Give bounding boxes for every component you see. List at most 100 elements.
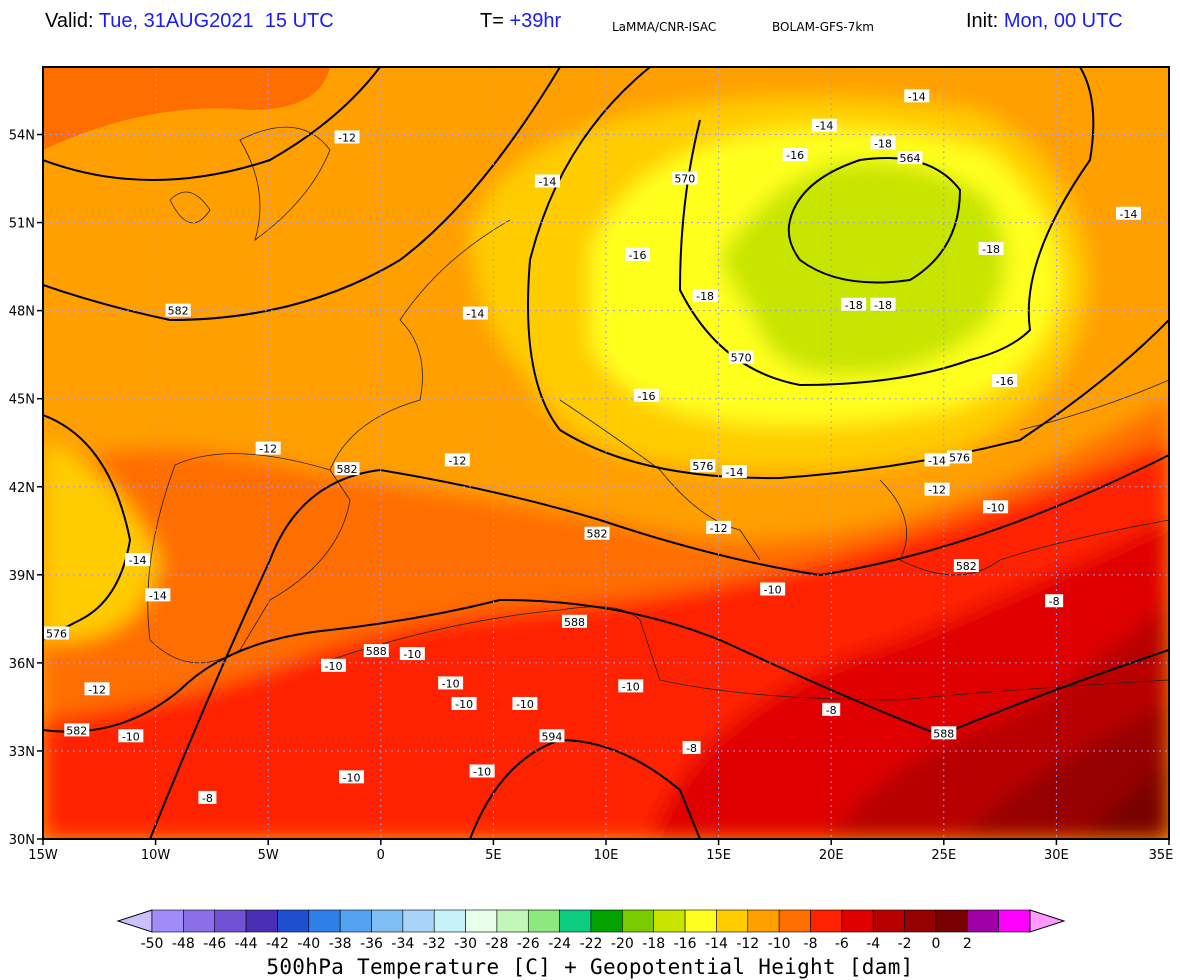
colorbar-swatch [935, 909, 968, 933]
contour-label: 576 [690, 459, 716, 473]
temperature-label: -10 [469, 764, 495, 778]
svg-text:582: 582 [956, 560, 977, 573]
temperature-field [43, 67, 1169, 839]
svg-text:588: 588 [366, 645, 387, 658]
contour-label: 564 [897, 150, 923, 165]
colorbar-swatch [402, 909, 435, 933]
colorbar-tick-label: 0 [931, 936, 940, 952]
colorbar-swatch [183, 909, 216, 933]
temperature-label: -16 [992, 374, 1018, 388]
svg-text:-16: -16 [629, 249, 647, 262]
svg-text:-12: -12 [448, 454, 466, 467]
svg-text:-14: -14 [466, 308, 484, 321]
contour-label: 582 [64, 723, 90, 737]
colorbar-swatch [778, 909, 811, 933]
contour-label: 582 [165, 303, 191, 318]
svg-text:-18: -18 [874, 137, 892, 150]
temperature-label: -8 [682, 741, 701, 755]
temperature-label: -14 [1115, 206, 1141, 221]
contour-label: 576 [44, 626, 70, 641]
svg-text:-10: -10 [987, 501, 1005, 514]
colorbar-tick-label: -36 [360, 936, 383, 952]
lat-tick-label: 48N [9, 305, 35, 320]
colorbar-max-arrow [1029, 909, 1066, 933]
temperature-label: -14 [145, 588, 171, 602]
svg-text:-18: -18 [982, 243, 1000, 256]
contour-label: 582 [584, 526, 610, 541]
svg-text:576: 576 [692, 460, 713, 473]
colorbar-swatch [590, 909, 623, 933]
svg-text:-18: -18 [845, 299, 863, 312]
svg-text:-10: -10 [455, 698, 473, 711]
contour-label: 570 [672, 171, 698, 186]
colorbar-tick-label: -38 [329, 936, 352, 952]
svg-text:588: 588 [933, 727, 954, 740]
svg-text:-14: -14 [725, 466, 743, 479]
forecast-step: T= +39hr [480, 10, 561, 33]
temperature-label: -14 [721, 465, 747, 479]
lon-tick-label: 10W [141, 848, 171, 863]
svg-text:-12: -12 [259, 443, 277, 456]
svg-text:-16: -16 [638, 390, 656, 403]
colorbar: -50 -48 -46 -44 -42 -40 -38 -36 -34 -32 -30 -28 -26-… [116, 909, 1066, 952]
t-label: T= [480, 10, 504, 32]
svg-text:582: 582 [586, 528, 607, 541]
colorbar-title: 500hPa Temperature [C] + Geopotential He… [266, 955, 914, 979]
colorbar-tick-label: -48 [172, 936, 195, 952]
lat-tick-label: 39N [9, 569, 35, 584]
svg-text:-16: -16 [996, 375, 1014, 388]
temperature-label: -16 [782, 148, 808, 162]
valid-label: Valid: [45, 10, 94, 32]
colorbar-swatch [904, 909, 937, 933]
colorbar-swatch [339, 909, 372, 933]
svg-text:594: 594 [541, 730, 562, 743]
temperature-label: -16 [634, 388, 660, 403]
temperature-label: -12 [706, 520, 732, 535]
colorbar-tick-label: -34 [391, 936, 414, 952]
colorbar-tick-label: -4 [866, 936, 880, 952]
lat-tick-label: 51N [9, 217, 35, 232]
colorbar-swatch [496, 909, 529, 933]
colorbar-tick-label: -40 [297, 936, 320, 952]
colorbar-swatch [465, 909, 498, 933]
temperature-label: -14 [534, 174, 560, 188]
init-time: Init: Mon, 00 UTC [966, 10, 1123, 33]
lat-tick-label: 42N [9, 481, 35, 496]
colorbar-swatch [559, 909, 592, 933]
svg-text:-12: -12 [928, 484, 946, 497]
colorbar-tick-label: -6 [835, 936, 849, 952]
svg-text:-10: -10 [403, 648, 421, 661]
svg-text:-10: -10 [343, 771, 361, 784]
contour-label: 594 [539, 729, 565, 743]
temperature-label: -10 [512, 696, 538, 711]
svg-text:-14: -14 [129, 554, 147, 567]
model-name: BOLAM-GFS-7km [772, 20, 874, 34]
colorbar-swatch [841, 909, 874, 933]
temperature-label: -14 [462, 306, 488, 321]
temperature-label: -10 [760, 582, 786, 596]
colorbar-swatch [998, 909, 1031, 933]
colorbar-swatch [308, 909, 341, 933]
colorbar-tick-label: -12 [736, 936, 759, 952]
colorbar-tick-label: -8 [804, 936, 818, 952]
svg-text:-10: -10 [622, 680, 640, 693]
colorbar-tick-label: -44 [235, 936, 258, 952]
colorbar-tick-label: -2 [898, 936, 912, 952]
temperature-label: -10 [438, 676, 464, 690]
temperature-label: -12 [84, 682, 110, 696]
valid-value: Tue, 31AUG2021 15 UTC [98, 10, 334, 32]
svg-text:-10: -10 [473, 765, 491, 778]
svg-text:-14: -14 [908, 90, 926, 103]
lon-tick-label: 35E [1149, 848, 1174, 863]
svg-text:-8: -8 [1049, 595, 1060, 608]
temperature-label: -10 [451, 696, 477, 711]
colorbar-swatch [872, 909, 905, 933]
svg-text:-12: -12 [88, 683, 106, 696]
colorbar-tick-label: -32 [423, 936, 446, 952]
lat-tick-label: 30N [9, 833, 35, 848]
svg-text:582: 582 [337, 463, 358, 476]
contour-label: 582 [953, 559, 979, 573]
coastlines [147, 126, 1169, 701]
svg-text:-14: -14 [538, 175, 556, 188]
temperature-label: -14 [924, 453, 950, 467]
